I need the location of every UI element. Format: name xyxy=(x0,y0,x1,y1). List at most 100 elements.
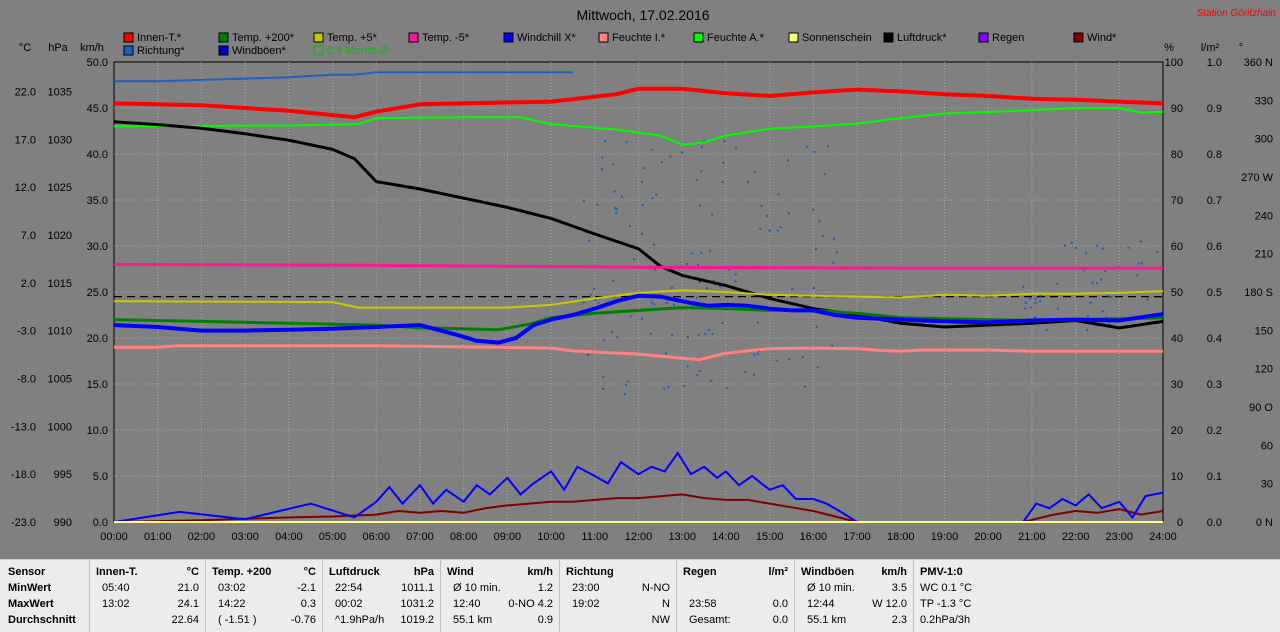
y-tick-label: 17.0 xyxy=(15,134,36,146)
direction-point xyxy=(760,204,763,208)
direction-point xyxy=(685,262,689,266)
stats-header: Luftdruck xyxy=(329,566,380,578)
y-tick-label: 0.1 xyxy=(1207,471,1222,483)
stats-cell-value: 1031.2 xyxy=(400,598,434,610)
direction-point xyxy=(626,380,630,383)
axis-unit-rain: l/m² xyxy=(1201,42,1220,54)
direction-point xyxy=(700,251,703,255)
chart-plot-area xyxy=(113,71,1164,523)
direction-point xyxy=(1095,281,1099,285)
y-tick-label: 360 N xyxy=(1244,57,1273,69)
direction-point xyxy=(786,159,790,162)
series-line xyxy=(113,120,1164,330)
direction-point xyxy=(680,151,684,154)
y-tick-label: 40.0 xyxy=(87,149,108,161)
direction-point xyxy=(753,353,756,357)
legend-entry: Luftdruck* xyxy=(897,32,947,44)
direction-point xyxy=(632,258,636,261)
stats-cell-value: 1.2 xyxy=(537,582,553,594)
stats-luftdruck-column: Luftdruck hPa 22:54 1011.1 00:02 1031.2 ^1.9hP… xyxy=(322,560,440,632)
y-tick-label: 90 xyxy=(1171,103,1183,115)
direction-point xyxy=(589,293,593,297)
direction-point xyxy=(669,155,672,158)
direction-point xyxy=(670,286,674,289)
chart-axes: 00:00 01:00 02:00 03:00 04:00 05:00 06:00 07:00… xyxy=(11,57,1274,543)
direction-point xyxy=(703,332,707,336)
x-tick-label: 13:00 xyxy=(668,531,696,543)
direction-point xyxy=(628,224,632,228)
axis-unit-kmh: km/h xyxy=(80,42,104,54)
stats-header: Richtung xyxy=(566,566,614,578)
stats-cell-label: Ø 10 min. xyxy=(453,582,501,594)
direction-point xyxy=(1074,246,1078,250)
direction-point xyxy=(624,383,628,386)
y-tick-label: 0.4 xyxy=(1207,333,1222,345)
series-line xyxy=(114,344,1163,362)
stats-cell-label: 05:40 xyxy=(102,582,130,594)
direction-point xyxy=(1039,300,1042,303)
direction-point xyxy=(623,392,627,396)
direction-point xyxy=(663,387,666,390)
direction-point xyxy=(612,279,615,282)
direction-point xyxy=(826,145,830,148)
y-tick-label: -13.0 xyxy=(11,421,36,433)
legend-entry: Temp. +200* xyxy=(232,32,295,44)
direction-point xyxy=(756,352,760,356)
y-tick-label: 10 xyxy=(1171,471,1183,483)
stats-header: Wind xyxy=(447,566,474,578)
direction-point xyxy=(640,180,644,184)
direction-point xyxy=(610,330,614,334)
stats-cell-label: 55.1 km xyxy=(807,614,847,626)
direction-point xyxy=(816,366,819,369)
x-tick-label: 00:00 xyxy=(100,531,128,543)
direction-point xyxy=(690,252,693,255)
direction-point xyxy=(727,268,730,271)
direction-point xyxy=(1089,301,1092,304)
y-tick-label: 150 xyxy=(1255,325,1273,337)
series-line xyxy=(113,293,1164,345)
direction-point xyxy=(1101,247,1105,250)
chart-title: Mittwoch, 17.02.2016 xyxy=(576,7,709,23)
direction-point xyxy=(812,286,816,290)
direction-point xyxy=(832,261,835,264)
direction-point xyxy=(777,193,780,196)
direction-point xyxy=(582,199,586,203)
direction-point xyxy=(765,214,769,218)
y-tick-label: 180 S xyxy=(1244,287,1273,299)
y-tick-label: 0.0 xyxy=(1207,517,1222,529)
direction-point xyxy=(601,387,605,391)
y-tick-label: 1025 xyxy=(48,182,72,194)
x-tick-label: 12:00 xyxy=(625,531,653,543)
legend-swatch xyxy=(788,32,799,43)
direction-point xyxy=(616,335,619,339)
direction-point xyxy=(1107,294,1110,298)
y-tick-label: 0.8 xyxy=(1207,149,1222,161)
axis-unit-pct: % xyxy=(1164,42,1174,54)
direction-point xyxy=(1135,274,1139,277)
direction-point xyxy=(734,273,737,276)
stats-cell-label: 03:02 xyxy=(218,582,246,594)
stats-cell-value: 3.5 xyxy=(891,582,907,594)
y-tick-label: 30 xyxy=(1261,479,1273,491)
stats-cell-label: ^1.9hPa/h xyxy=(335,614,385,626)
stats-cell-value: -2.1 xyxy=(297,582,316,594)
direction-point xyxy=(1070,241,1073,245)
direction-point xyxy=(665,301,668,305)
stats-cell-value: 0-NO 4.2 xyxy=(508,598,553,610)
direction-point xyxy=(1033,316,1036,319)
direction-point xyxy=(790,287,794,291)
y-tick-label: 210 xyxy=(1255,249,1273,261)
y-tick-label: 35.0 xyxy=(87,195,108,207)
stats-sensor-header: Sensor xyxy=(8,566,46,578)
direction-point xyxy=(592,287,596,291)
y-tick-label: 40 xyxy=(1171,333,1183,345)
direction-point xyxy=(698,280,702,284)
direction-point xyxy=(652,302,656,306)
direction-point xyxy=(747,181,750,184)
y-tick-label: 30 xyxy=(1171,379,1183,391)
x-tick-label: 21:00 xyxy=(1018,531,1046,543)
stats-cell-label: 00:02 xyxy=(335,598,363,610)
direction-point xyxy=(695,178,698,182)
direction-point xyxy=(1045,328,1048,332)
stats-cell-value: 22.64 xyxy=(171,614,199,626)
